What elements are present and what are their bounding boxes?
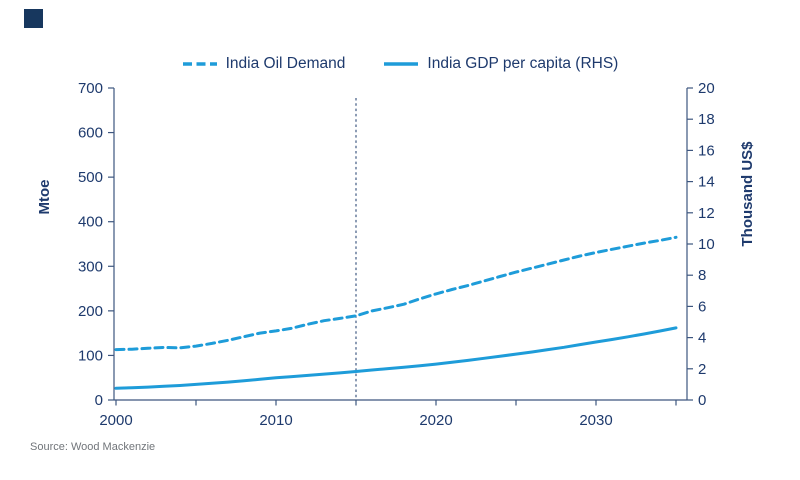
right-axis-tick-label: 4 — [698, 330, 706, 347]
x-axis-tick-label: 2000 — [99, 412, 132, 429]
left-axis-tick-label: 700 — [78, 80, 103, 97]
x-axis-tick-label: 2030 — [579, 412, 612, 429]
legend-item-gdp: India GDP per capita (RHS) — [383, 55, 618, 73]
source-text: Source: Wood Mackenzie — [30, 441, 156, 453]
legend-label-gdp: India GDP per capita (RHS) — [427, 55, 619, 72]
x-axis-tick-label: 2010 — [259, 412, 292, 429]
right-axis-tick-label: 18 — [698, 111, 715, 128]
right-axis-tick-label: 20 — [698, 80, 715, 97]
right-axis-tick-label: 6 — [698, 298, 706, 315]
right-axis-tick-label: 12 — [698, 205, 715, 222]
left-axis-tick-label: 200 — [78, 303, 103, 320]
right-axis-title: Thousand US$ — [739, 141, 756, 247]
left-axis-tick-label: 400 — [78, 214, 103, 231]
right-axis-tick-label: 16 — [698, 142, 715, 159]
left-axis-tick-label: 0 — [95, 392, 103, 409]
solid-line-swatch-icon — [384, 62, 419, 66]
series-line-oil-demand — [114, 235, 678, 352]
brand-logo-square — [24, 9, 43, 28]
left-axis-tick-label: 500 — [78, 169, 103, 186]
left-axis-tick-label: 600 — [78, 125, 103, 142]
legend: India Oil Demand India GDP per capita (R… — [0, 52, 800, 76]
right-axis-tick-label: 0 — [698, 392, 706, 409]
right-axis-tick-label: 8 — [698, 267, 706, 284]
right-axis-tick-label: 2 — [698, 361, 706, 378]
legend-item-oil-demand: India Oil Demand — [182, 55, 346, 73]
dashed-line-swatch-icon — [182, 62, 217, 66]
left-axis-tick-label: 300 — [78, 258, 103, 275]
left-axis-tick-label: 100 — [78, 347, 103, 364]
series-line-gdp-per-capita — [114, 326, 678, 390]
right-axis-tick-label: 14 — [698, 174, 715, 191]
left-axis-title: Mtoe — [36, 180, 53, 215]
legend-label-oil-demand: India Oil Demand — [225, 55, 346, 72]
x-axis-tick-label: 2020 — [419, 412, 452, 429]
right-axis-tick-label: 10 — [698, 236, 715, 253]
